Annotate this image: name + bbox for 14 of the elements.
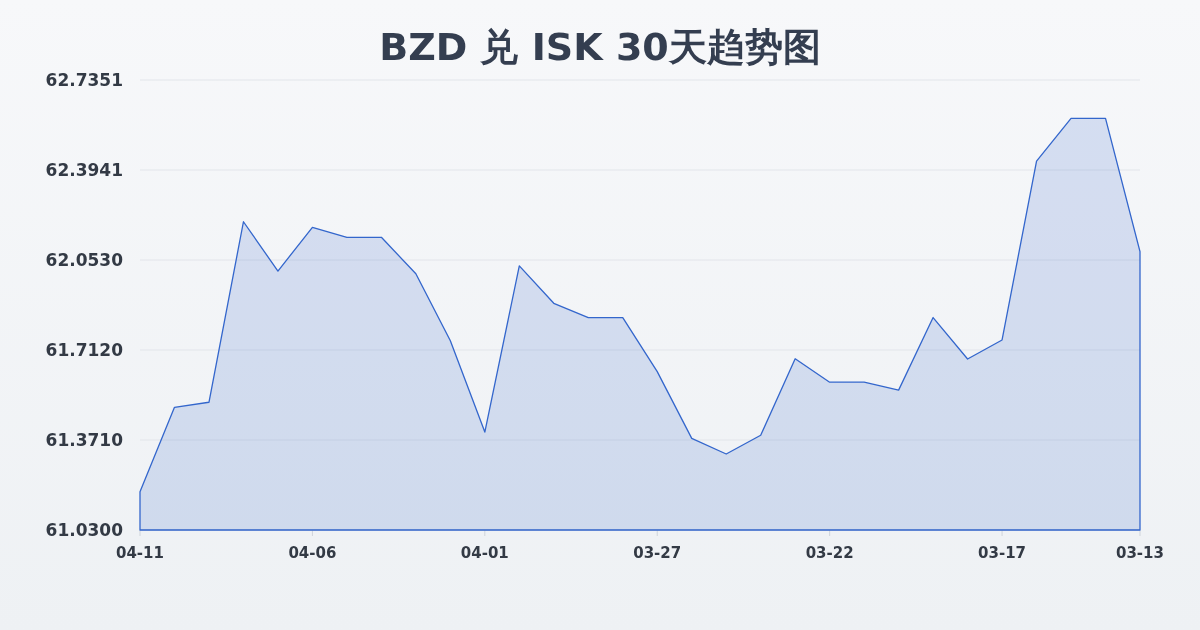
y-tick-label: 61.0300	[45, 520, 124, 540]
x-tick-label: 04-01	[460, 544, 509, 562]
chart-title: BZD 兑 ISK 30天趋势图	[379, 25, 821, 69]
y-tick-label: 61.7120	[45, 340, 124, 361]
x-tick-label: 03-22	[805, 544, 854, 562]
y-tick-label: 62.3941	[45, 159, 123, 180]
y-tick-label: 61.3710	[45, 430, 124, 451]
y-tick-label: 62.7351	[45, 70, 123, 90]
x-tick-label: 03-27	[633, 544, 682, 562]
y-tick-label: 62.0530	[45, 250, 124, 271]
x-tick-label: 04-11	[116, 544, 164, 562]
x-tick-label: 03-13	[1116, 544, 1164, 562]
x-tick-label: 03-17	[978, 544, 1027, 562]
x-tick-label: 04-06	[288, 544, 337, 562]
